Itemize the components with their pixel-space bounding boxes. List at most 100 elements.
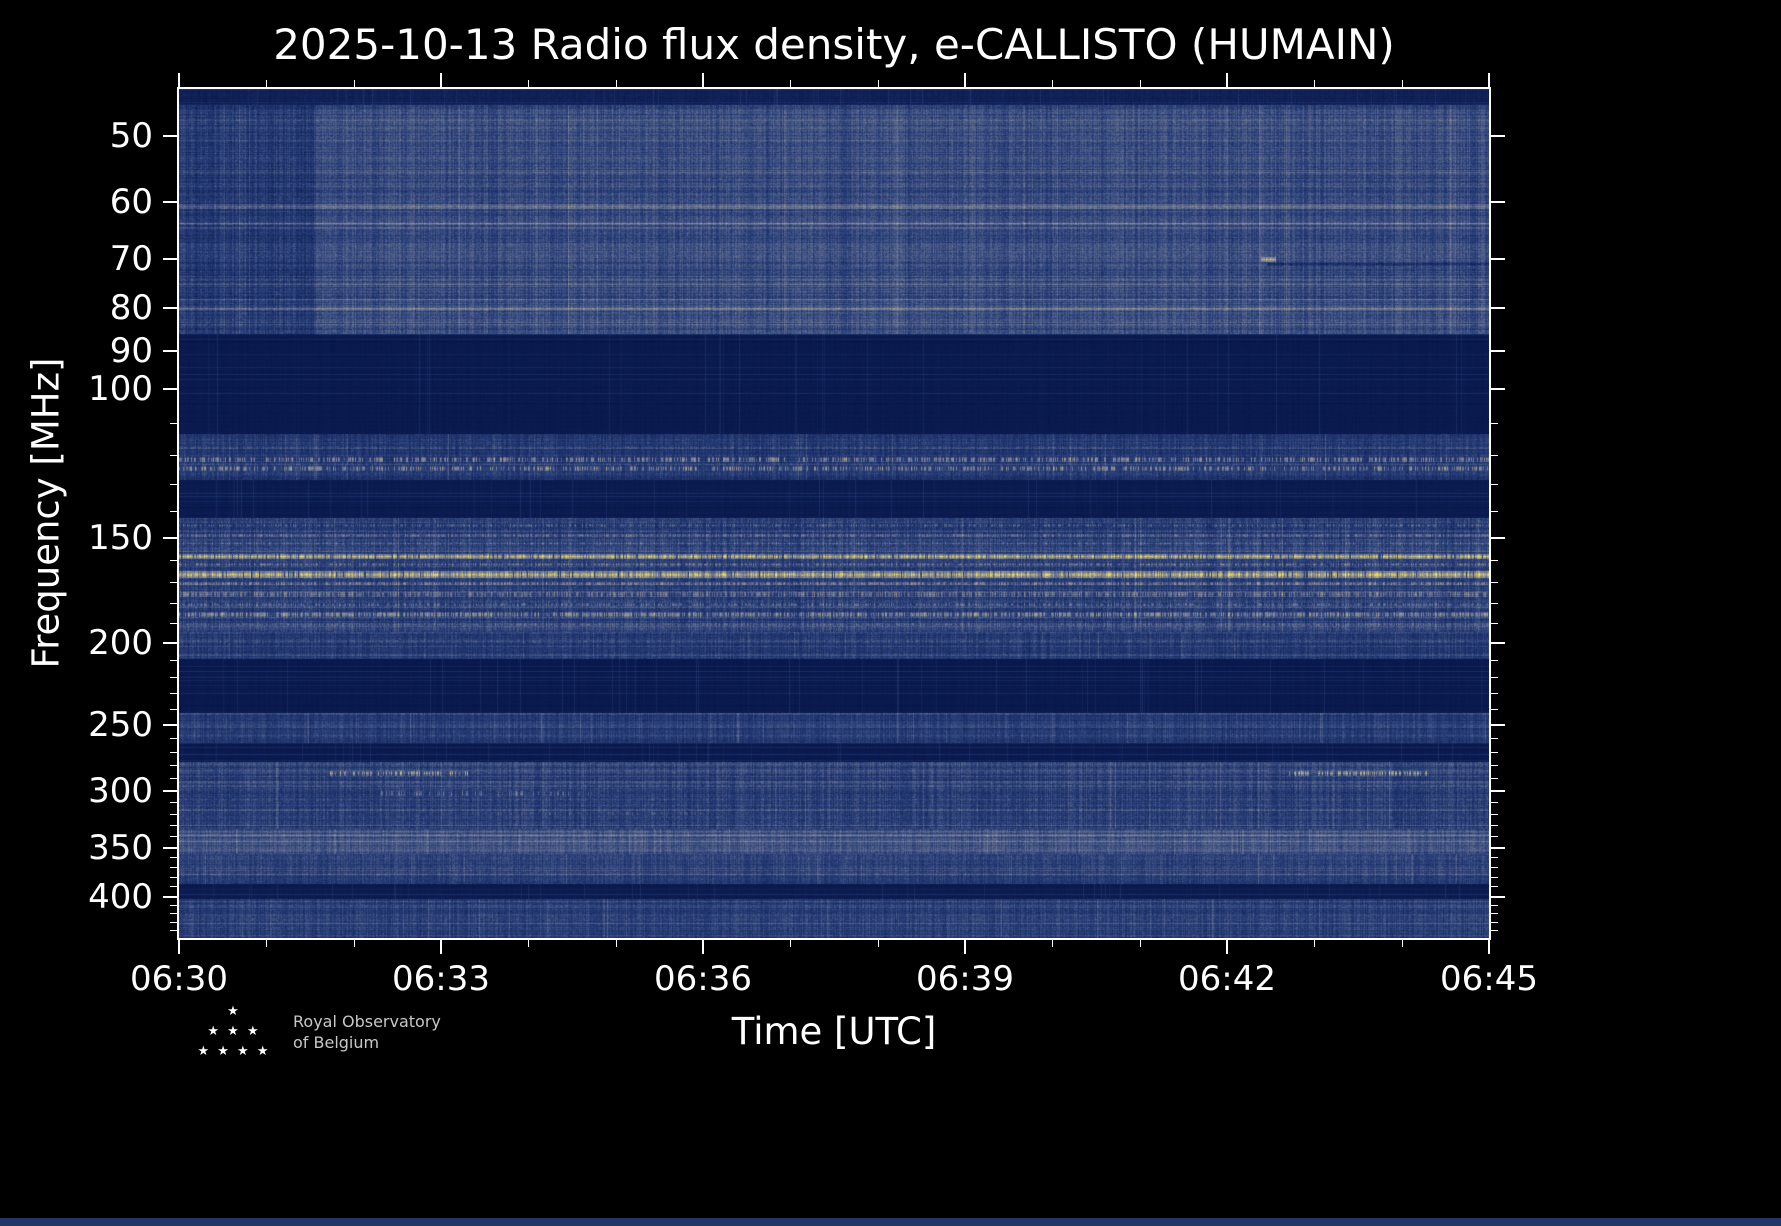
y-minor-tick-right [1491, 867, 1498, 869]
y-minor-tick [170, 777, 177, 779]
y-minor-tick [170, 836, 177, 838]
y-minor-tick [170, 511, 177, 513]
x-minor-tick-top [615, 80, 617, 87]
x-minor-tick [353, 940, 355, 947]
y-major-tick [163, 201, 177, 204]
y-minor-tick-right [1491, 930, 1498, 932]
x-minor-tick [1139, 940, 1141, 947]
x-minor-tick [1052, 940, 1054, 947]
x-minor-tick-top [790, 80, 792, 87]
y-minor-tick-right [1491, 813, 1498, 815]
y-minor-tick-right [1491, 737, 1498, 739]
y-minor-tick-right [1491, 511, 1498, 513]
y-minor-tick-right [1491, 708, 1498, 710]
x-minor-tick [1401, 940, 1403, 947]
x-major-tick-top [1226, 73, 1228, 87]
y-minor-tick-right [1491, 802, 1498, 804]
y-minor-tick [170, 484, 177, 486]
y-minor-tick-right [1491, 825, 1498, 827]
y-minor-tick-right [1491, 484, 1498, 486]
y-minor-tick [170, 708, 177, 710]
x-tick-label: 06:36 [654, 959, 752, 999]
x-major-tick-top [1488, 73, 1490, 87]
y-minor-tick-right [1491, 676, 1498, 678]
y-minor-tick-right [1491, 423, 1498, 425]
y-minor-tick [170, 582, 177, 584]
x-major-tick-top [702, 73, 704, 87]
x-major-tick [1488, 940, 1490, 954]
x-major-tick-top [440, 73, 442, 87]
rob-logo: ★ ★ ★ ★ ★ ★ ★ ★ Royal Observatory of Bel… [195, 1002, 441, 1062]
y-minor-tick [170, 867, 177, 869]
x-major-tick [1226, 940, 1228, 954]
y-major-tick-right [1491, 846, 1505, 849]
y-major-tick-right [1491, 388, 1505, 391]
y-minor-tick-right [1491, 921, 1498, 923]
y-tick-label: 50 [109, 115, 153, 156]
x-major-tick [178, 940, 180, 954]
x-tick-label: 06:33 [392, 959, 490, 999]
y-minor-tick-right [1491, 603, 1498, 605]
y-tick-label: 400 [88, 876, 153, 917]
y-minor-tick [170, 455, 177, 457]
y-tick-label: 100 [88, 369, 153, 410]
y-minor-tick-right [1491, 765, 1498, 767]
y-major-tick [163, 306, 177, 309]
x-minor-tick [615, 940, 617, 947]
y-major-tick-right [1491, 257, 1505, 260]
y-minor-tick [170, 856, 177, 858]
y-tick-label: 250 [88, 704, 153, 745]
x-major-tick [964, 940, 966, 954]
y-minor-tick [170, 693, 177, 695]
y-major-tick-right [1491, 790, 1505, 793]
x-minor-tick [1314, 940, 1316, 947]
bottom-edge-strip [0, 1218, 1781, 1226]
y-minor-tick-right [1491, 455, 1498, 457]
rob-stars-icon: ★ ★ ★ ★ ★ ★ ★ ★ [197, 1004, 271, 1060]
x-major-tick [702, 940, 704, 954]
y-major-tick-right [1491, 723, 1505, 726]
y-minor-tick [170, 737, 177, 739]
y-minor-tick-right [1491, 856, 1498, 858]
x-tick-label: 06:39 [916, 959, 1014, 999]
y-major-tick [163, 895, 177, 898]
x-tick-label: 06:42 [1178, 959, 1276, 999]
y-minor-tick [170, 560, 177, 562]
x-minor-tick-top [1139, 80, 1141, 87]
y-minor-tick-right [1491, 582, 1498, 584]
x-minor-tick [266, 940, 268, 947]
y-tick-label: 80 [109, 287, 153, 328]
x-minor-tick-top [266, 80, 268, 87]
y-tick-label: 350 [88, 827, 153, 868]
x-minor-tick-top [528, 80, 530, 87]
y-minor-tick [170, 423, 177, 425]
x-minor-tick [528, 940, 530, 947]
y-minor-tick [170, 813, 177, 815]
y-major-tick [163, 388, 177, 391]
y-major-tick [163, 846, 177, 849]
y-tick-label: 150 [88, 517, 153, 558]
x-tick-label: 06:45 [1440, 959, 1538, 999]
y-minor-tick [170, 623, 177, 625]
y-tick-label: 90 [109, 330, 153, 371]
y-major-tick-right [1491, 134, 1505, 137]
y-minor-tick-right [1491, 913, 1498, 915]
y-tick-label: 300 [88, 771, 153, 812]
y-major-tick-right [1491, 536, 1505, 539]
x-tick-label: 06:30 [130, 959, 228, 999]
y-minor-tick [170, 886, 177, 888]
x-minor-tick-top [353, 80, 355, 87]
y-minor-tick [170, 802, 177, 804]
y-tick-label: 200 [88, 622, 153, 663]
y-minor-tick [170, 913, 177, 915]
y-minor-tick [170, 659, 177, 661]
rob-logo-line1: Royal Observatory [293, 1011, 441, 1031]
rob-logo-text: Royal Observatory of Belgium [293, 1011, 441, 1054]
y-minor-tick [170, 765, 177, 767]
y-minor-tick-right [1491, 777, 1498, 779]
y-minor-tick-right [1491, 659, 1498, 661]
y-minor-tick-right [1491, 836, 1498, 838]
y-tick-label: 70 [109, 238, 153, 279]
x-minor-tick-top [1052, 80, 1054, 87]
y-minor-tick-right [1491, 560, 1498, 562]
